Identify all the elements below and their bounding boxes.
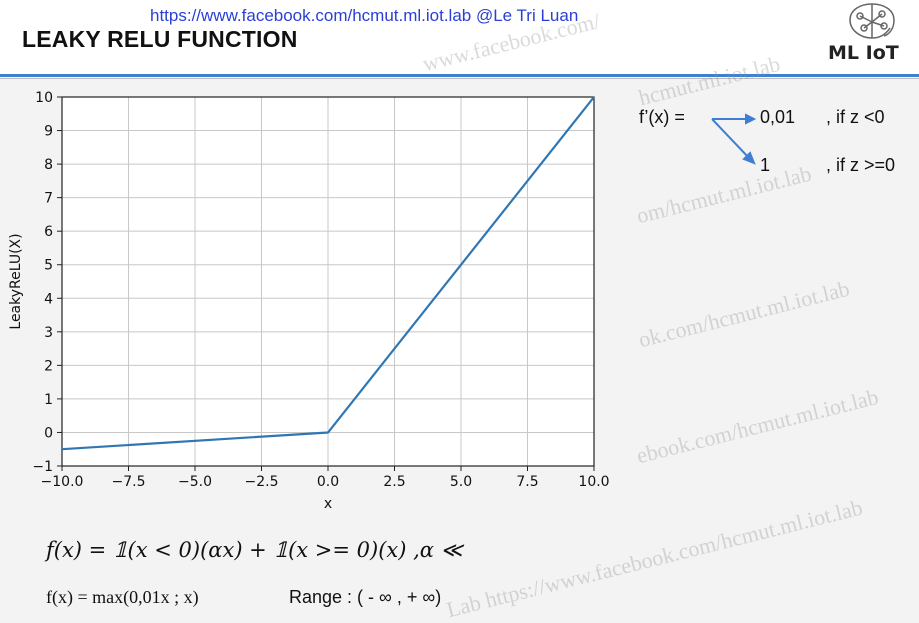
y-tick-label: 6 <box>44 224 53 240</box>
x-tick-label: −2.5 <box>245 474 279 490</box>
formula-indicator: f(x) = 𝟙(x < 0)(αx) + 𝟙(x >= 0)(x) ,α ≪ <box>46 538 463 562</box>
brain-icon <box>849 3 895 39</box>
range-text: Range : ( - ∞ , + ∞) <box>289 587 442 607</box>
slide-title: LEAKY RELU FUNCTION <box>22 26 298 52</box>
header-divider-shadow <box>0 78 919 79</box>
derivative-value-negative: 0,01 <box>760 107 796 127</box>
y-axis-label: LeakyReLU(X) <box>8 233 24 329</box>
y-tick-label: 5 <box>44 258 53 274</box>
x-tick-label: 2.5 <box>383 474 405 490</box>
x-tick-label: −7.5 <box>112 474 146 490</box>
derivative-condition-negative: , if z <0 <box>826 107 885 127</box>
x-tick-label: 0.0 <box>317 474 339 490</box>
series-line <box>61 96 595 451</box>
watermark: ebook.com/hcmut.ml.iot.lab <box>634 383 881 469</box>
y-tick-label: 2 <box>44 358 53 374</box>
x-tick-label: −5.0 <box>178 474 212 490</box>
source-url: https://www.facebook.com/hcmut.ml.iot.la… <box>150 6 579 25</box>
y-tick-label: 7 <box>44 191 53 207</box>
y-tick-label: 10 <box>35 90 53 106</box>
x-tick-label: 7.5 <box>516 474 538 490</box>
y-tick-label: 1 <box>44 392 53 408</box>
y-tick-label: 8 <box>44 157 53 173</box>
x-tick-label: 10.0 <box>578 474 609 490</box>
watermark: ok.com/hcmut.ml.iot.lab <box>636 275 852 353</box>
ml-iot-logo: ML IoT <box>820 0 919 74</box>
header-divider <box>0 74 919 77</box>
y-tick-label: 9 <box>44 124 53 140</box>
y-tick-label: 4 <box>44 291 53 307</box>
derivative-arrows <box>711 113 757 165</box>
y-tick-label: 3 <box>44 325 53 341</box>
y-tick-label: 0 <box>44 425 53 441</box>
leaky-relu-chart: −10.0 −7.5 −5.0 −2.5 0.0 2.5 5.0 7.5 10.0 −1 0 1 2 3 4… <box>8 90 610 512</box>
y-tick-label: −1 <box>32 459 53 475</box>
derivative-value-positive: 1 <box>760 155 771 175</box>
slide-header <box>0 0 919 78</box>
derivative-condition-positive: , if z >=0 <box>826 155 896 175</box>
x-axis-label: x <box>324 496 332 512</box>
x-tick-label: −10.0 <box>41 474 84 490</box>
logo-text: ML IoT <box>828 42 899 64</box>
formula-max: f(x) = max(0,01x ; x) <box>46 587 199 607</box>
derivative-label: f’(x) = <box>639 107 685 127</box>
x-tick-label: 5.0 <box>450 474 472 490</box>
